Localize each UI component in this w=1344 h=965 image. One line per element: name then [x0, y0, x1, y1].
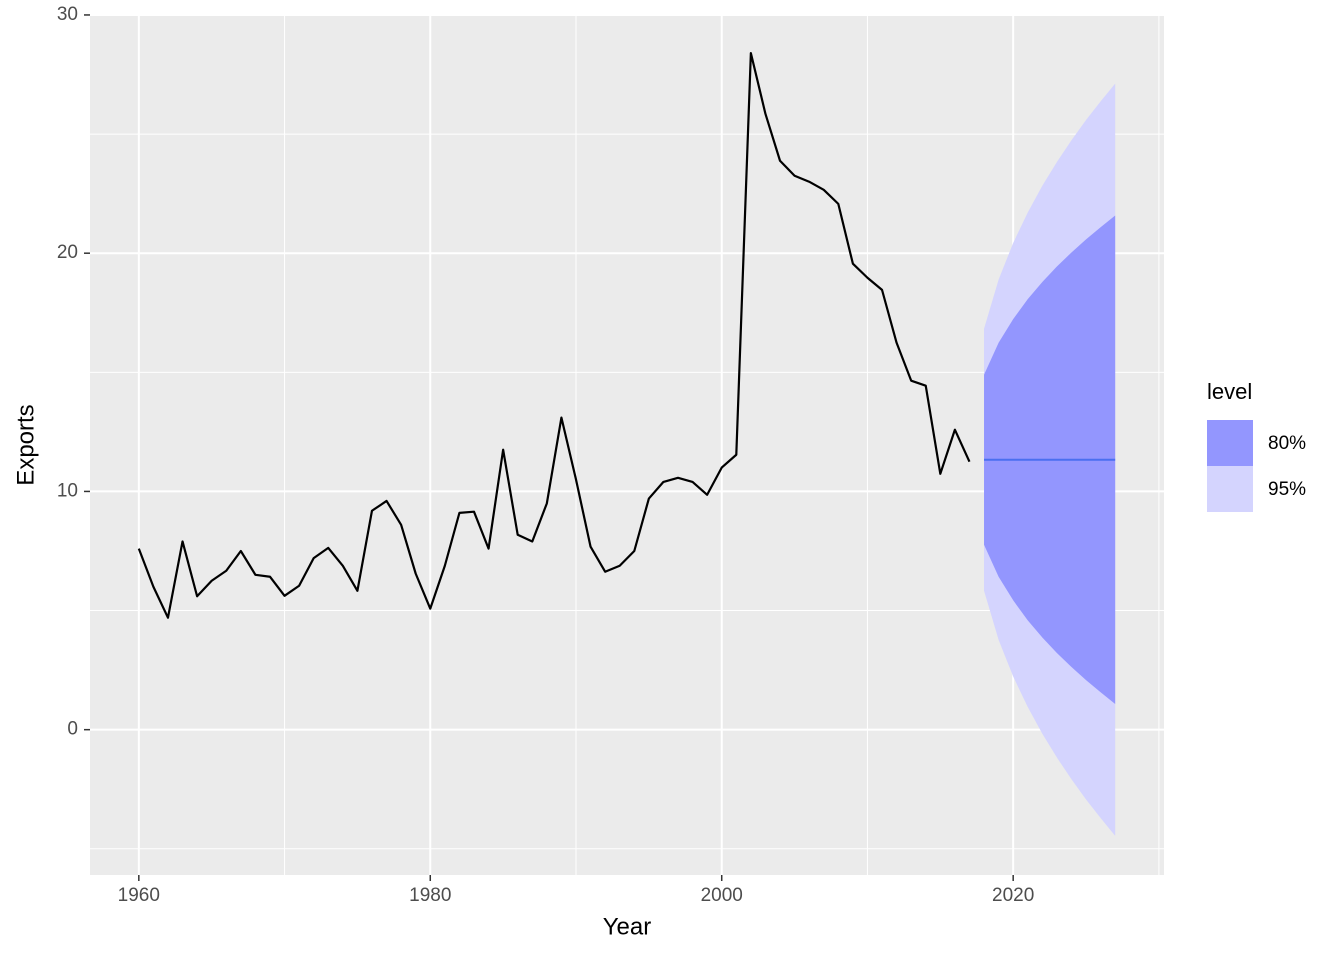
x-axis-title: Year [603, 913, 652, 940]
y-tick-label: 10 [57, 480, 78, 501]
x-tick-label: 1980 [409, 885, 451, 906]
legend-key [1207, 466, 1253, 512]
y-tick-label: 30 [57, 4, 78, 25]
y-axis-title: Exports [12, 404, 39, 485]
legend-key [1207, 420, 1253, 466]
legend-title: level [1207, 379, 1252, 404]
legend-label: 95% [1268, 479, 1306, 500]
x-tick-label: 2020 [992, 885, 1034, 906]
y-tick-label: 20 [57, 242, 78, 263]
legend-label: 80% [1268, 433, 1306, 454]
x-tick-label: 1960 [118, 885, 160, 906]
y-tick-label: 0 [67, 719, 78, 740]
series-line [137, 51, 971, 619]
x-tick-label: 2000 [701, 885, 743, 906]
